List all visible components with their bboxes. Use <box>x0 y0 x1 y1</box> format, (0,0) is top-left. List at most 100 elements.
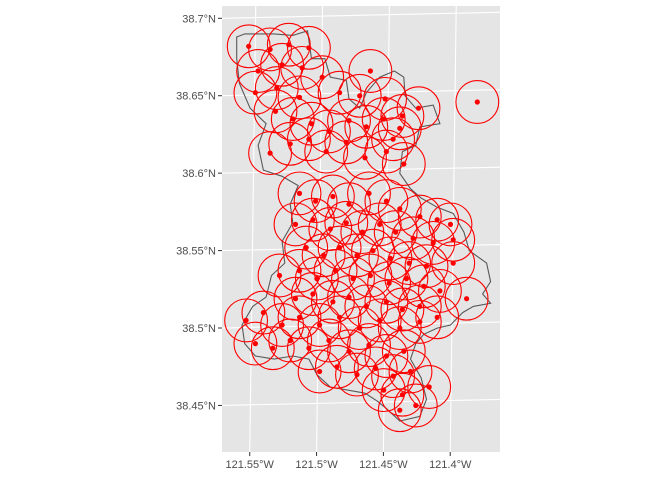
site-buffer <box>273 202 318 247</box>
site-point <box>306 345 312 351</box>
site-point <box>363 303 369 309</box>
site-buffer <box>314 344 359 389</box>
site-point <box>373 365 379 371</box>
site-point <box>357 325 363 331</box>
site-point <box>401 348 407 354</box>
site-point <box>381 116 387 122</box>
y-tick-label: 38.45°N <box>176 400 216 412</box>
site-buffer <box>347 171 391 216</box>
site-point <box>450 237 456 243</box>
site-point <box>246 43 252 49</box>
site-buffer <box>455 80 500 124</box>
site-buffer <box>250 326 295 371</box>
x-tick-label: 121.4°W <box>429 459 472 471</box>
y-tick-label: 38.6°N <box>182 168 216 180</box>
site-point <box>450 260 456 266</box>
site-buffer <box>266 22 311 67</box>
site-point <box>399 392 405 398</box>
site-buffer <box>317 295 362 340</box>
site-point <box>370 248 376 254</box>
site-buffer <box>415 295 460 340</box>
site-point <box>296 94 303 100</box>
site-point <box>303 245 309 251</box>
site-point <box>383 353 389 359</box>
site-buffer <box>286 117 331 162</box>
site-buffer <box>397 299 442 344</box>
site-point <box>330 299 336 305</box>
site-buffer <box>407 365 452 409</box>
site-point <box>272 108 279 114</box>
site-point <box>306 136 312 142</box>
site-buffer <box>367 261 412 306</box>
site-buffer <box>353 346 398 391</box>
site-buffer <box>324 120 369 165</box>
site-buffer <box>224 298 269 343</box>
x-tick-label: 121.45°W <box>359 459 408 471</box>
site-point <box>326 337 332 344</box>
site-point <box>434 217 440 223</box>
site-point <box>377 317 383 323</box>
site-point <box>354 252 360 258</box>
site-buffer <box>317 70 362 115</box>
site-buffer <box>343 135 387 180</box>
site-buffer <box>268 318 313 363</box>
site-point <box>406 260 412 266</box>
x-tick-label: 121.55°W <box>226 459 275 471</box>
site-point <box>296 314 303 320</box>
site-point <box>386 280 392 286</box>
site-buffer <box>300 55 345 100</box>
site-buffer <box>260 42 305 87</box>
site-point <box>359 229 365 235</box>
site-buffer <box>226 24 271 69</box>
site-point <box>417 214 423 220</box>
site-point <box>279 62 285 68</box>
site-point <box>346 294 352 300</box>
site-buffer <box>380 372 425 417</box>
site-buffer <box>348 49 393 93</box>
site-point <box>362 155 368 161</box>
site-point <box>397 206 403 212</box>
site-point <box>401 161 407 167</box>
site-point <box>346 348 352 354</box>
site-point <box>387 255 393 261</box>
site-point <box>363 124 369 130</box>
site-point <box>306 45 312 51</box>
site-points <box>243 42 480 413</box>
site-point <box>317 368 323 375</box>
site-point <box>366 342 372 348</box>
site-point <box>337 314 343 320</box>
site-point <box>399 306 405 313</box>
site-point <box>397 125 403 131</box>
site-buffer <box>324 200 369 245</box>
site-buffer <box>277 75 322 120</box>
site-point <box>426 384 432 390</box>
site-point <box>270 345 276 351</box>
site-point <box>410 235 416 241</box>
site-point <box>267 46 273 53</box>
site-buffer <box>313 248 358 293</box>
site-point <box>292 221 299 227</box>
site-buffer <box>260 303 305 347</box>
site-buffer <box>335 352 379 397</box>
site-buffer <box>337 73 382 118</box>
site-point <box>267 150 273 156</box>
site-buffer <box>393 383 438 428</box>
site-buffer <box>396 86 441 131</box>
site-point <box>292 296 299 302</box>
y-tick-label: 38.65°N <box>176 91 216 103</box>
site-buffer <box>317 225 362 270</box>
site-point <box>366 190 372 196</box>
site-buffer <box>364 179 409 224</box>
site-point <box>287 337 293 344</box>
site-point <box>354 372 360 378</box>
site-buffer <box>290 272 335 316</box>
site-point <box>417 303 423 309</box>
site-point <box>310 217 316 223</box>
site-point <box>276 272 283 279</box>
site-point <box>383 198 389 204</box>
site-point <box>299 65 305 71</box>
site-buffer <box>236 49 281 93</box>
site-point <box>255 68 261 74</box>
